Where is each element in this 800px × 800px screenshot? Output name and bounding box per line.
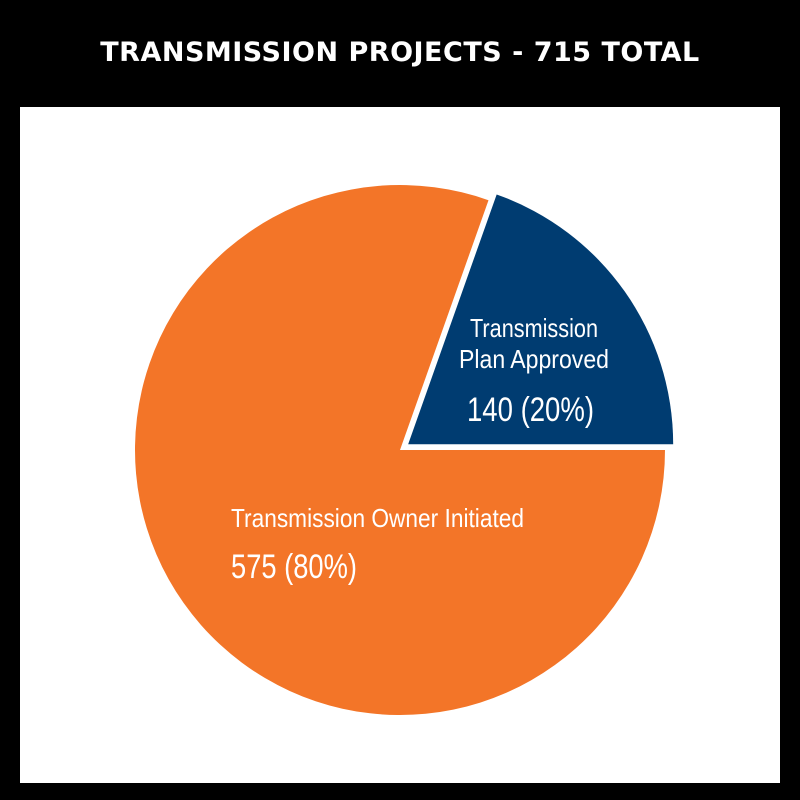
slice-label-plan-approved-line1: Transmission (470, 313, 598, 343)
slice-value-plan-approved: 140 (20%) (467, 391, 594, 429)
chart-title: TRANSMISSION PROJECTS - 715 TOTAL (100, 36, 700, 68)
slice-label-plan-approved-line2: Plan Approved (459, 344, 609, 374)
pie-slice-transmission-owner-initiated (135, 185, 665, 716)
pie-slice-transmission-plan-approved (408, 194, 674, 445)
slice-value-owner-initiated: 575 (80%) (231, 548, 357, 586)
slice-label-owner-initiated: Transmission Owner Initiated (231, 503, 524, 533)
